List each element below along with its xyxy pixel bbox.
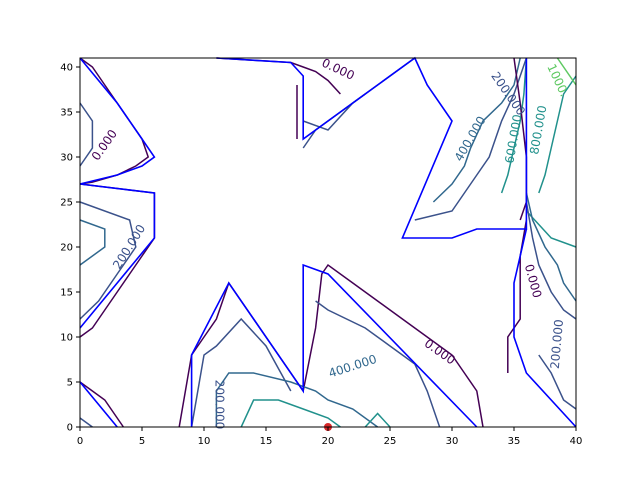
contour-label: 200.000 [548, 319, 566, 370]
y-tick-label: 0 [67, 423, 73, 434]
y-tick-label: 35 [60, 108, 73, 119]
y-tick-label: 30 [60, 153, 73, 164]
y-tick-label: 5 [67, 378, 73, 389]
contour-line-800 [538, 75, 577, 194]
y-tick-label: 20 [60, 243, 73, 254]
contour-line-200 [414, 57, 528, 221]
contour-line-200 [79, 417, 93, 428]
y-tick-label: 25 [60, 198, 73, 209]
y-tick-label: 10 [60, 333, 73, 344]
x-tick-label: 15 [260, 436, 273, 447]
boundary-path [216, 56, 528, 239]
y-axis-ticks: 0 5 10 15 20 25 30 35 40 [60, 63, 80, 434]
contour-line-800 [364, 412, 391, 428]
contour-line-200 [315, 300, 441, 428]
x-tick-label: 5 [139, 436, 145, 447]
x-tick-label: 25 [384, 436, 397, 447]
boundary-path [513, 228, 577, 428]
contour-label: 200.000 [212, 380, 226, 430]
contour-line-200 [79, 201, 137, 320]
contour-line-400 [432, 57, 521, 203]
boundary-path [79, 381, 118, 428]
boundary-paths [79, 56, 577, 428]
contour-line-600 [240, 399, 341, 428]
y-tick-label: 15 [60, 288, 73, 299]
x-tick-label: 40 [570, 436, 583, 447]
contour-line-0 [79, 381, 125, 428]
x-tick-label: 35 [508, 436, 521, 447]
x-tick-label: 20 [322, 436, 335, 447]
contour-line-200 [538, 354, 577, 410]
x-tick-label: 10 [198, 436, 211, 447]
x-axis-ticks: 0 5 10 15 20 25 30 35 40 [77, 427, 583, 447]
x-tick-label: 30 [446, 436, 459, 447]
contour-line-400 [525, 192, 577, 302]
contour-line-200 [525, 201, 577, 320]
contour-line-400 [215, 372, 379, 428]
contour-line-1000 [556, 57, 577, 86]
contour-line-0 [178, 263, 484, 428]
contour-line-600 [525, 210, 577, 248]
contour-line-200 [79, 102, 94, 167]
y-tick-label: 40 [60, 63, 73, 74]
boundary-path [190, 263, 478, 428]
contour-line-200 [190, 317, 292, 428]
boundary-path [79, 57, 156, 329]
x-tick-label: 0 [77, 436, 83, 447]
contour-line-400 [79, 219, 106, 266]
contour-line-600 [500, 57, 528, 194]
